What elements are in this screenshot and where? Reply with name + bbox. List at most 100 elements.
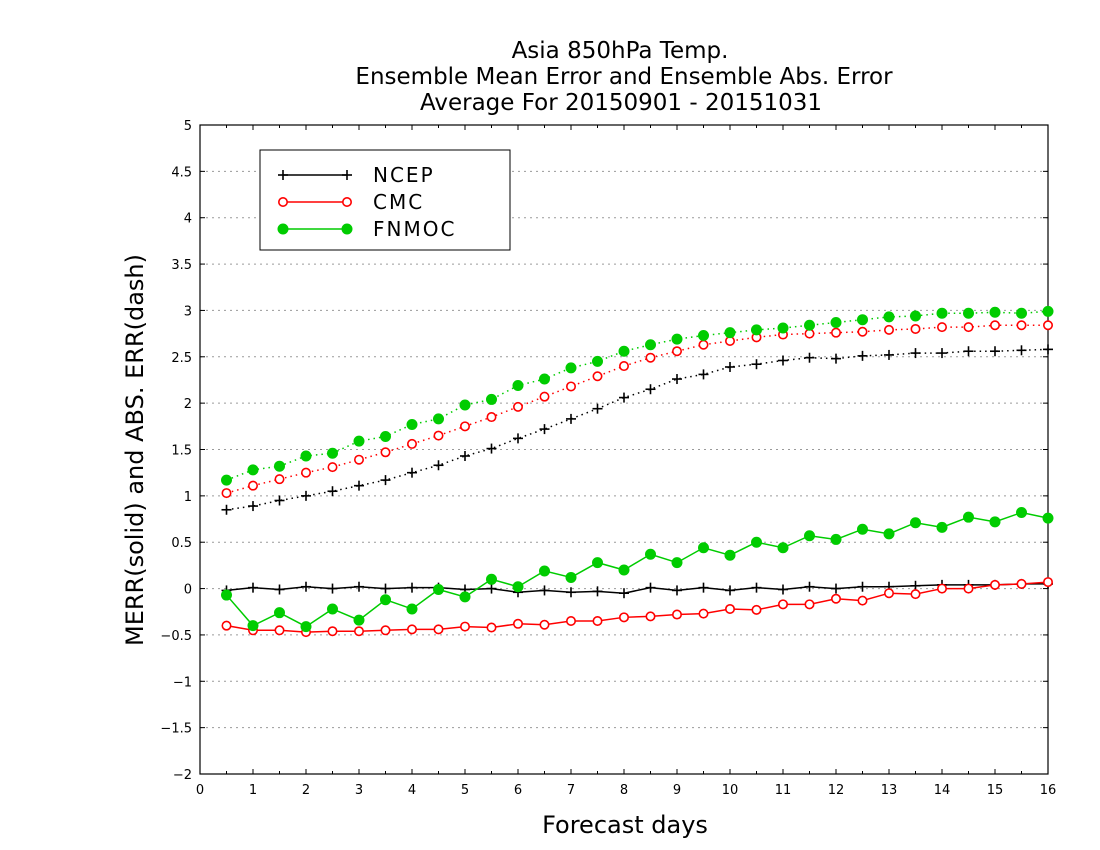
- legend-marker-start: [277, 223, 289, 235]
- x-tick-label: 16: [1040, 783, 1057, 798]
- point-abs-ncep: [407, 467, 417, 478]
- legend-label-fnmoc: FNMOC: [373, 217, 456, 241]
- series-ncep: [221, 344, 1053, 599]
- point-mean-ncep: [539, 585, 550, 596]
- x-tick-label: 2: [302, 783, 310, 798]
- series-fnmoc: [221, 305, 1054, 633]
- point-abs-cmc: [989, 320, 1000, 331]
- point-abs-ncep: [433, 460, 444, 471]
- x-tick-label: 10: [722, 783, 739, 798]
- point-abs-ncep: [937, 348, 947, 359]
- point-mean-fnmoc: [963, 511, 974, 523]
- point-abs-cmc: [565, 381, 576, 392]
- point-abs-fnmoc: [618, 345, 630, 357]
- point-abs-fnmoc: [645, 339, 656, 351]
- point-mean-fnmoc: [406, 603, 418, 615]
- point-abs-cmc: [857, 326, 868, 337]
- point-abs-fnmoc: [512, 380, 524, 392]
- x-axis-title: Forecast days: [542, 811, 708, 839]
- point-mean-fnmoc: [645, 548, 656, 560]
- y-tick-label: 4.5: [171, 165, 192, 180]
- point-mean-ncep: [566, 587, 576, 598]
- point-mean-cmc: [804, 599, 815, 610]
- point-mean-fnmoc: [1042, 512, 1054, 524]
- point-abs-fnmoc: [936, 307, 948, 319]
- x-tick-label: 0: [196, 783, 204, 798]
- point-abs-ncep: [910, 348, 921, 359]
- point-mean-cmc: [883, 588, 894, 599]
- point-abs-ncep: [486, 443, 497, 454]
- point-abs-fnmoc: [830, 316, 842, 328]
- x-tick-label: 9: [673, 783, 681, 798]
- point-abs-cmc: [910, 323, 921, 334]
- point-mean-ncep: [857, 581, 868, 592]
- series-layer: [221, 305, 1054, 638]
- point-mean-fnmoc: [671, 557, 683, 569]
- point-abs-ncep: [831, 353, 841, 364]
- line-mean-error-cmc: [226, 581, 1049, 633]
- point-mean-fnmoc: [300, 621, 312, 633]
- point-mean-fnmoc: [592, 557, 603, 569]
- point-abs-fnmoc: [565, 362, 577, 374]
- point-mean-cmc: [698, 608, 709, 619]
- point-abs-cmc: [353, 454, 364, 465]
- title-line-1: Asia 850hPa Temp.: [512, 38, 729, 64]
- point-abs-fnmoc: [539, 373, 550, 385]
- point-abs-ncep: [539, 424, 550, 435]
- y-tick-label: 1: [184, 490, 192, 505]
- x-tick-label: 7: [567, 783, 575, 798]
- point-abs-fnmoc: [433, 413, 444, 425]
- point-mean-cmc: [830, 593, 841, 604]
- y-tick-label: −0.5: [160, 629, 192, 644]
- point-mean-cmc: [380, 625, 391, 636]
- point-abs-cmc: [459, 421, 470, 432]
- point-mean-fnmoc: [274, 607, 285, 619]
- point-mean-fnmoc: [618, 564, 630, 576]
- point-mean-ncep: [301, 581, 311, 592]
- point-mean-ncep: [327, 583, 338, 594]
- point-mean-cmc: [459, 621, 470, 632]
- point-mean-cmc: [592, 616, 603, 627]
- point-abs-cmc: [936, 322, 947, 333]
- point-abs-fnmoc: [592, 355, 603, 367]
- legend-label-cmc: CMC: [373, 190, 424, 214]
- point-abs-fnmoc: [406, 418, 418, 430]
- x-tick-label: 13: [881, 783, 898, 798]
- point-mean-ncep: [672, 585, 682, 596]
- point-mean-cmc: [1016, 578, 1027, 589]
- point-abs-fnmoc: [857, 314, 868, 326]
- x-tick-label: 3: [355, 783, 363, 798]
- point-abs-ncep: [804, 352, 815, 363]
- point-abs-ncep: [778, 355, 788, 366]
- point-mean-cmc: [618, 612, 629, 623]
- legend-marker-end: [341, 197, 352, 208]
- point-abs-ncep: [645, 384, 656, 395]
- point-mean-ncep: [407, 582, 417, 593]
- legend-entry-fnmoc: FNMOC: [277, 217, 456, 241]
- point-abs-fnmoc: [883, 311, 895, 323]
- point-abs-ncep: [566, 413, 576, 424]
- point-abs-ncep: [460, 450, 470, 461]
- point-mean-cmc: [751, 604, 762, 615]
- point-abs-fnmoc: [274, 460, 285, 472]
- point-abs-cmc: [883, 324, 894, 335]
- point-mean-ncep: [645, 582, 656, 593]
- point-mean-cmc: [1043, 577, 1054, 588]
- point-mean-fnmoc: [724, 549, 736, 561]
- point-abs-cmc: [486, 412, 497, 423]
- point-abs-cmc: [645, 352, 656, 363]
- point-abs-fnmoc: [300, 450, 312, 462]
- point-abs-cmc: [380, 447, 391, 458]
- legend-marker-start: [278, 170, 288, 180]
- point-mean-fnmoc: [247, 620, 259, 632]
- point-abs-ncep: [380, 475, 391, 486]
- point-mean-fnmoc: [353, 614, 365, 626]
- point-abs-fnmoc: [247, 464, 259, 476]
- point-abs-fnmoc: [671, 333, 683, 345]
- point-mean-cmc: [989, 579, 1000, 590]
- point-mean-ncep: [486, 583, 497, 594]
- x-tick-label: 8: [620, 783, 628, 798]
- point-mean-fnmoc: [698, 542, 709, 554]
- point-mean-cmc: [671, 609, 682, 620]
- point-mean-ncep: [831, 583, 841, 594]
